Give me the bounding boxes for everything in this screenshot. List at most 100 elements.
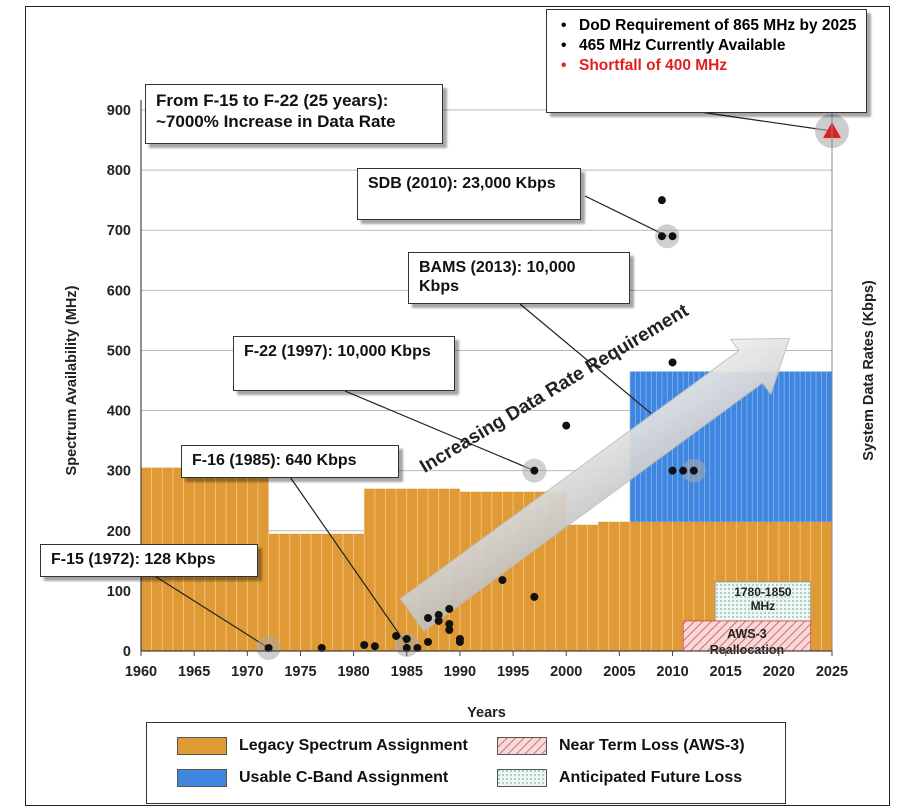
data-point bbox=[562, 421, 571, 430]
data-point bbox=[360, 640, 369, 649]
x-tick-label: 1995 bbox=[497, 664, 529, 680]
y-tick-label: 800 bbox=[107, 163, 131, 179]
legend-item-cband: Usable C-Band Assignment bbox=[177, 769, 448, 787]
future-swatch bbox=[497, 769, 547, 787]
y-tick-label: 900 bbox=[107, 103, 131, 119]
requirement-box: • DoD Requirement of 865 MHz by 2025 • 4… bbox=[546, 9, 867, 113]
x-tick-label: 2015 bbox=[710, 664, 742, 680]
f15-callout: F-15 (1972): 128 Kbps bbox=[40, 544, 258, 577]
y-tick-label: 300 bbox=[107, 464, 131, 480]
y-tick-label: 400 bbox=[107, 404, 131, 420]
y-tick-label: 0 bbox=[123, 644, 131, 660]
legend-item-future: Anticipated Future Loss bbox=[497, 769, 742, 787]
x-tick-label: 2000 bbox=[550, 664, 582, 680]
x-tick-label: 2025 bbox=[816, 664, 848, 680]
x-tick-label: 1990 bbox=[444, 664, 476, 680]
bullet-icon: • bbox=[561, 57, 567, 74]
data-point bbox=[445, 604, 454, 613]
data-point bbox=[413, 643, 422, 652]
y-tick-label: 600 bbox=[107, 283, 131, 299]
data-point bbox=[668, 358, 677, 367]
data-point bbox=[679, 466, 688, 475]
legend-label: Usable C-Band Assignment bbox=[239, 769, 449, 786]
y-axis-label-right: System Data Rates (Kbps) bbox=[861, 280, 877, 461]
leader-line bbox=[584, 195, 668, 237]
data-point bbox=[434, 616, 443, 625]
data-point bbox=[424, 613, 433, 622]
data-point bbox=[402, 634, 411, 643]
x-tick-label: 1975 bbox=[284, 664, 316, 680]
legend: Legacy Spectrum Assignment Usable C-Band… bbox=[146, 722, 786, 804]
data-point bbox=[445, 625, 454, 634]
y-tick-label: 100 bbox=[107, 584, 131, 600]
near-term-swatch bbox=[497, 737, 547, 755]
y-tick-label: 700 bbox=[107, 223, 131, 239]
bullet-icon: • bbox=[561, 37, 567, 54]
data-point bbox=[392, 631, 401, 640]
x-tick-label: 2005 bbox=[603, 664, 635, 680]
dots-swatch-icon bbox=[498, 770, 546, 786]
data-point bbox=[657, 196, 666, 205]
f22-callout: F-22 (1997): 10,000 Kbps bbox=[233, 336, 455, 391]
figure-frame bbox=[25, 6, 890, 806]
y-tick-label: 200 bbox=[107, 524, 131, 540]
requirement-line-1: • DoD Requirement of 865 MHz by 2025 bbox=[561, 16, 858, 36]
data-point bbox=[530, 592, 539, 601]
requirement-line-2: • 465 MHz Currently Available bbox=[561, 36, 858, 56]
data-point bbox=[317, 643, 326, 652]
y-axis-label-left: Spectrum Availability (MHz) bbox=[64, 285, 80, 475]
future-loss-label: 1780-1850 MHz bbox=[734, 585, 792, 613]
data-point bbox=[264, 643, 273, 652]
x-tick-label: 1985 bbox=[391, 664, 423, 680]
x-tick-label: 1980 bbox=[337, 664, 369, 680]
data-point bbox=[657, 232, 666, 241]
available-text: 465 MHz Currently Available bbox=[579, 37, 786, 54]
data-point bbox=[402, 643, 411, 652]
trend-arrow-body bbox=[399, 337, 791, 632]
bams-callout: BAMS (2013): 10,000 Kbps bbox=[408, 252, 630, 304]
x-axis-label: Years bbox=[467, 705, 506, 721]
leader-line bbox=[289, 476, 408, 646]
legend-label: Anticipated Future Loss bbox=[559, 769, 743, 786]
data-point bbox=[445, 619, 454, 628]
x-tick-label: 1965 bbox=[178, 664, 210, 680]
legacy-swatch bbox=[177, 737, 227, 755]
legend-item-near-term: Near Term Loss (AWS-3) bbox=[497, 737, 745, 755]
legend-item-legacy: Legacy Spectrum Assignment bbox=[177, 737, 468, 755]
f16-callout: F-16 (1985): 640 Kbps bbox=[181, 445, 399, 478]
leader-line bbox=[149, 572, 269, 649]
leader-line bbox=[699, 111, 833, 132]
leader-line bbox=[344, 390, 535, 472]
headline-callout: From F-15 to F-22 (25 years): ~7000% Inc… bbox=[145, 84, 443, 144]
legend-label: Legacy Spectrum Assignment bbox=[239, 737, 468, 754]
shortfall-text: Shortfall of 400 MHz bbox=[579, 57, 728, 74]
bullet-icon: • bbox=[561, 17, 567, 34]
requirement-line-3: • Shortfall of 400 MHz bbox=[561, 56, 858, 76]
x-tick-label: 1970 bbox=[231, 664, 263, 680]
legacy-bar bbox=[268, 533, 365, 651]
leader-line bbox=[519, 303, 652, 415]
point-halo bbox=[655, 224, 680, 249]
data-point bbox=[668, 466, 677, 475]
data-point bbox=[530, 466, 539, 475]
near-term-bar bbox=[682, 620, 812, 652]
data-point bbox=[455, 637, 464, 646]
x-tick-label: 2020 bbox=[763, 664, 795, 680]
data-point bbox=[668, 232, 677, 241]
legacy-bar bbox=[566, 524, 599, 651]
hatch-swatch-icon bbox=[498, 738, 546, 754]
sdb-callout: SDB (2010): 23,000 Kbps bbox=[357, 168, 581, 220]
trend-arrow bbox=[399, 337, 791, 632]
y-tick-label: 500 bbox=[107, 343, 131, 359]
x-tick-label: 1960 bbox=[125, 664, 157, 680]
requirement-text: DoD Requirement of 865 MHz by 2025 bbox=[579, 17, 857, 34]
legend-label: Near Term Loss (AWS-3) bbox=[559, 737, 745, 754]
x-tick-label: 2010 bbox=[656, 664, 688, 680]
future-loss-bar bbox=[714, 581, 812, 622]
data-point bbox=[370, 642, 379, 651]
data-point bbox=[434, 610, 443, 619]
data-point bbox=[424, 637, 433, 646]
data-point bbox=[498, 576, 507, 585]
data-point bbox=[689, 466, 698, 475]
